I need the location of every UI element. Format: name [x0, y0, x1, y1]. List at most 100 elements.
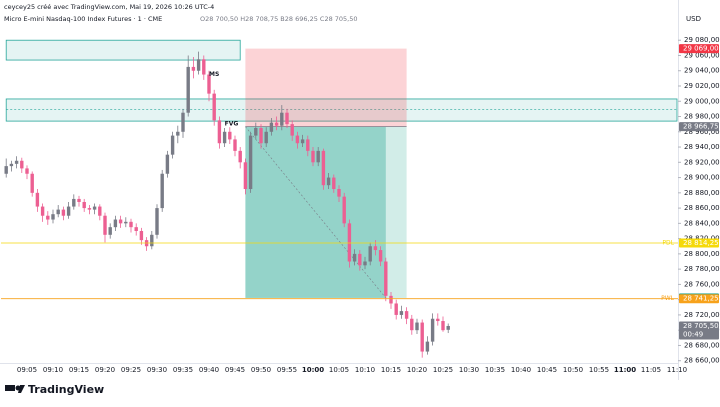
candle-body — [342, 196, 346, 224]
candle-body — [332, 177, 336, 190]
price-tag — [679, 238, 719, 248]
candle-body — [118, 219, 123, 224]
trade-path — [245, 126, 387, 299]
candle-body — [259, 127, 263, 144]
candle-body — [430, 318, 435, 342]
y-tick-label: 28 880,00 — [684, 189, 720, 197]
y-tick-label: 28 800,00 — [684, 250, 720, 258]
candle-body — [40, 206, 45, 216]
candle-body — [243, 162, 248, 190]
y-tick-label: 28 860,00 — [684, 204, 720, 212]
candle-body — [425, 341, 430, 352]
candle-body — [46, 215, 50, 220]
candle-body — [363, 261, 367, 266]
y-tick-label: 28 840,00 — [684, 219, 720, 227]
candle-body — [248, 135, 253, 190]
price-tag-label: 28 741,25 — [683, 295, 719, 303]
price-tag — [679, 294, 719, 304]
candle-body — [347, 223, 352, 262]
candle-body — [373, 246, 378, 251]
x-tick-label: 10:25 — [433, 366, 453, 374]
candle-body — [160, 173, 164, 209]
countdown: 00:49 — [683, 330, 703, 338]
candle-body — [30, 173, 34, 193]
candle-body — [378, 250, 383, 262]
candle-body — [290, 124, 294, 136]
candle-body — [9, 163, 14, 167]
y-tick-label: 28 920,00 — [684, 158, 720, 166]
logo — [5, 385, 25, 393]
candle-body — [20, 160, 24, 169]
candle-body — [4, 166, 8, 174]
candle-body — [181, 112, 185, 132]
candle-body — [321, 150, 326, 186]
x-tick-label: 09:10 — [43, 366, 63, 374]
author-line: ceycey25 créé avec TradingView.com, Mai … — [4, 3, 214, 11]
candle-body — [176, 131, 180, 136]
candle-body — [113, 219, 118, 228]
candle-body — [238, 150, 242, 163]
candle-body — [436, 318, 440, 322]
candle-body — [285, 112, 289, 125]
x-tick-label: 09:35 — [173, 366, 193, 374]
candle-body — [264, 131, 268, 144]
candle-body — [61, 209, 66, 216]
price-tag-label: 28 966,75 — [683, 123, 719, 131]
candle-body — [150, 234, 154, 247]
candle-body — [384, 261, 388, 296]
x-tick-label: 09:50 — [251, 366, 271, 374]
plot: PDL PWL FVG MS 09:05 09:10 09:15 09:20 09:25 09:3… — [0, 0, 720, 380]
candle-body — [191, 66, 196, 71]
price-tag-label: 28 814,25 — [683, 239, 719, 247]
candle-body — [35, 192, 40, 207]
candle-body — [389, 295, 393, 304]
symbol-line: Micro E-mini Nasdaq-100 Index Futures · … — [4, 15, 162, 23]
candle-body — [337, 189, 341, 197]
x-tick-label: 09:55 — [277, 366, 297, 374]
price-tag-label: 28 705,50 — [683, 322, 719, 330]
x-tick-label: 10:10 — [355, 366, 375, 374]
x-tick-label: 10:35 — [485, 366, 505, 374]
x-tick-label: 09:05 — [17, 366, 37, 374]
y-tick-label: 28 760,00 — [684, 280, 720, 288]
candle-body — [134, 227, 138, 231]
y-tick-label: 28 660,00 — [684, 357, 720, 365]
y-tick-label: 28 900,00 — [684, 174, 720, 182]
y-tick-label: 28 720,00 — [684, 311, 720, 319]
price-tag-label: 29 069,00 — [683, 45, 719, 53]
candle-body — [139, 230, 144, 241]
ohlc-line: O28 700,50 H28 708,75 B28 696,25 C28 705… — [200, 15, 358, 23]
candle-body — [269, 122, 274, 132]
annotation: MS — [209, 71, 219, 78]
candle-body — [326, 177, 331, 186]
target-zone — [245, 126, 407, 298]
price-tag — [679, 44, 719, 54]
candle-body — [87, 208, 92, 210]
candle-body — [254, 127, 258, 136]
brand: TradingView — [28, 383, 104, 396]
candle-body — [300, 139, 305, 144]
candle-body — [280, 112, 284, 126]
candle-body — [311, 150, 315, 163]
y-tick-label: 28 980,00 — [684, 113, 720, 121]
candle-body — [186, 66, 190, 113]
currency: USD — [686, 15, 701, 23]
candle-body — [82, 201, 86, 209]
y-tick-label: 29 060,00 — [684, 51, 720, 59]
candle-body — [165, 154, 170, 174]
candle-body — [358, 253, 362, 266]
x-tick-label: 09:20 — [95, 366, 115, 374]
x-tick-label: 09:25 — [121, 366, 141, 374]
price-axis-bg — [678, 26, 720, 363]
y-tick-label: 29 040,00 — [684, 67, 720, 75]
candle-body — [129, 221, 133, 228]
x-tick-label: 11:10 — [667, 366, 687, 374]
x-tick-label: 10:20 — [407, 366, 427, 374]
x-tick-label: 10:30 — [459, 366, 479, 374]
candle-body — [217, 120, 222, 144]
candle-body — [103, 215, 107, 235]
y-tick-label: 28 780,00 — [684, 265, 720, 273]
candle-body — [446, 325, 450, 330]
candle-body — [368, 246, 372, 262]
